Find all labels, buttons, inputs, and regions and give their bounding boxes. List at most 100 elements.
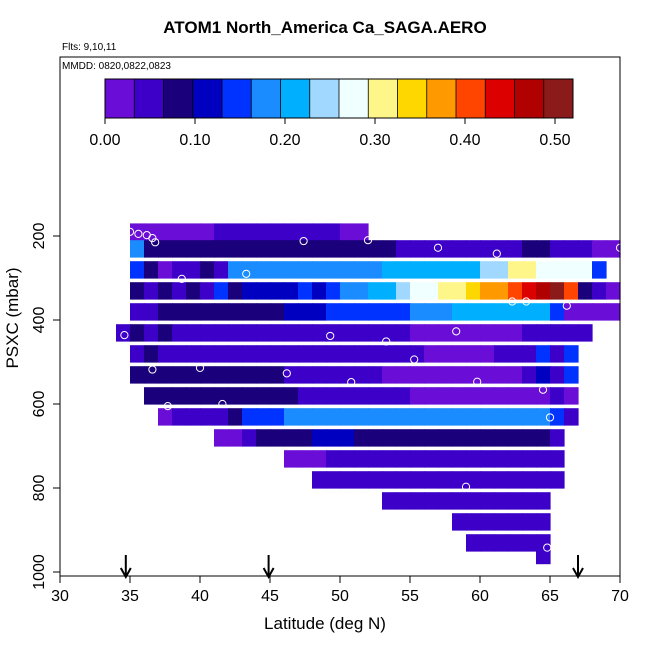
heatmap-cell <box>354 240 369 258</box>
heatmap-cell <box>480 366 495 384</box>
colorbar-swatch <box>514 79 545 118</box>
heatmap-cell <box>550 387 565 405</box>
heatmap-cell <box>130 223 145 241</box>
heatmap-cell <box>424 471 439 489</box>
heatmap-cell <box>284 450 299 468</box>
heatmap-cell <box>494 366 509 384</box>
heatmap-cell <box>382 387 397 405</box>
heatmap-cell <box>284 240 299 258</box>
heatmap-cell <box>354 471 369 489</box>
heatmap-cell <box>592 240 607 258</box>
heatmap-cell <box>340 408 355 426</box>
heatmap-cell <box>452 366 467 384</box>
heatmap-cell <box>564 366 579 384</box>
heatmap-cell <box>424 429 439 447</box>
sample-point <box>282 369 291 378</box>
sample-point <box>382 337 391 346</box>
heatmap-cell <box>368 387 383 405</box>
heatmap-cell <box>522 450 537 468</box>
heatmap-cell <box>298 282 313 300</box>
heatmap-cell <box>270 303 285 321</box>
heatmap-cell <box>340 450 355 468</box>
sample-point <box>347 378 356 387</box>
heatmap-cell <box>494 345 509 363</box>
heatmap-cell <box>508 240 523 258</box>
heatmap-cell <box>480 303 495 321</box>
heatmap-cell <box>452 450 467 468</box>
heatmap-cell <box>550 261 565 279</box>
heatmap-cell <box>144 261 159 279</box>
heatmap-cell <box>298 324 313 342</box>
heatmap-cell <box>270 324 285 342</box>
heatmap-cell <box>214 261 229 279</box>
heatmap-cell <box>270 240 285 258</box>
heatmap-cell <box>494 387 509 405</box>
heatmap-cell <box>508 366 523 384</box>
heatmap-cell <box>340 471 355 489</box>
heatmap-cell <box>130 261 145 279</box>
heatmap-cell <box>312 240 327 258</box>
heatmap-cell <box>466 534 481 552</box>
heatmap-cell <box>494 282 509 300</box>
heatmap-cell <box>326 408 341 426</box>
heatmap-cell <box>312 366 327 384</box>
sample-point <box>326 331 335 341</box>
heatmap-cell <box>410 345 425 363</box>
heatmap-cell <box>564 303 579 321</box>
heatmap-cell <box>522 492 537 510</box>
heatmap-cell <box>382 408 397 426</box>
heatmap-cell <box>242 429 257 447</box>
sample-point <box>218 399 227 409</box>
heatmap-cell <box>242 261 257 279</box>
heatmap-cell <box>424 492 439 510</box>
heatmap-cell <box>354 366 369 384</box>
heatmap-cell <box>326 366 341 384</box>
sample-point <box>299 236 308 246</box>
heatmap-cell <box>522 366 537 384</box>
heatmap-cell <box>410 303 425 321</box>
heatmap-cell <box>256 324 271 342</box>
heatmap-cell <box>438 492 453 510</box>
heatmap-cell <box>214 303 229 321</box>
heatmap-cell <box>242 240 257 258</box>
x-tick-label: 45 <box>261 588 279 605</box>
heatmap-cell <box>172 261 187 279</box>
heatmap-cell <box>312 471 327 489</box>
sample-point <box>120 243 129 252</box>
heatmap-cell <box>256 387 271 405</box>
sample-points <box>120 227 625 552</box>
heatmap-cell <box>564 387 579 405</box>
heatmap-cell <box>410 429 425 447</box>
heatmap-cell <box>480 387 495 405</box>
heatmap-cell <box>256 261 271 279</box>
heatmap-cell <box>396 240 411 258</box>
sample-point <box>492 249 501 258</box>
heatmap-cell <box>396 471 411 489</box>
heatmap-cell <box>326 282 341 300</box>
heatmap-cell <box>158 345 173 363</box>
heatmap-cell <box>172 324 187 342</box>
heatmap-cell <box>480 492 495 510</box>
heatmap-cell <box>452 345 467 363</box>
heatmap-cell <box>354 324 369 342</box>
heatmap-cell <box>438 282 453 300</box>
heatmap-cell <box>172 240 187 258</box>
heatmap-cell <box>466 492 481 510</box>
colorbar-tick-label: 0.40 <box>449 132 480 149</box>
heatmap-cell <box>368 324 383 342</box>
heatmap-cell <box>354 429 369 447</box>
heatmap-cell <box>452 261 467 279</box>
colorbar-swatch <box>222 79 252 118</box>
heatmap-cell <box>228 240 243 258</box>
heatmap-cell <box>508 261 523 279</box>
heatmap-cell <box>550 366 565 384</box>
heatmap-cell <box>354 450 369 468</box>
colorbar-swatch <box>368 79 398 118</box>
heatmap-cell <box>508 471 523 489</box>
heatmap-cell <box>536 345 551 363</box>
heatmap-cell <box>284 324 299 342</box>
heatmap-cell <box>410 261 425 279</box>
heatmap-cell <box>508 282 523 300</box>
heatmap-cell <box>452 282 467 300</box>
heatmap-cell <box>438 366 453 384</box>
